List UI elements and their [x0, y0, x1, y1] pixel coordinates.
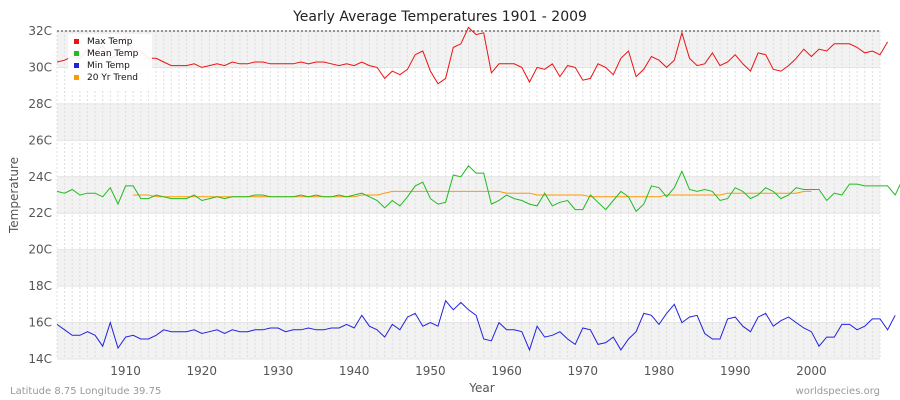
- legend-swatch: [74, 51, 79, 56]
- x-tick-label: 1960: [491, 364, 522, 378]
- y-axis-label: Temperature: [7, 157, 21, 234]
- y-tick-label: 20C: [28, 243, 52, 257]
- y-tick-label: 14C: [28, 352, 52, 366]
- plot-band: [57, 67, 880, 104]
- legend: Max Temp Mean Temp Min Temp 20 Yr Trend: [68, 34, 152, 90]
- y-tick-label: 32C: [28, 24, 52, 38]
- plot-band: [57, 140, 880, 177]
- max-temp-line: [56, 26, 889, 85]
- y-tick-label: 24C: [28, 170, 52, 184]
- footer-coordinates: Latitude 8.75 Longitude 39.75: [10, 386, 161, 397]
- x-tick-label: 2000: [796, 364, 827, 378]
- plot-band: [57, 103, 880, 141]
- legend-label: Max Temp: [87, 37, 133, 47]
- chart-title: Yearly Average Temperatures 1901 - 2009: [292, 9, 587, 25]
- legend-swatch: [74, 39, 79, 44]
- legend-box: [68, 34, 152, 90]
- x-axis-label: Year: [468, 381, 494, 395]
- y-tick-label: 30C: [28, 60, 52, 74]
- y-tick-label: 16C: [28, 316, 52, 330]
- x-tick-labels: 1910 1920 1930 1940 1950 1960 1970 1980 1990 2000: [110, 364, 826, 378]
- plot-band: [57, 31, 880, 68]
- legend-label: Min Temp: [87, 61, 130, 71]
- vertical-gridlines: [56, 31, 881, 359]
- legend-swatch: [74, 75, 79, 80]
- x-tick-label: 1910: [110, 364, 141, 378]
- x-tick-label: 1940: [339, 364, 370, 378]
- x-tick-label: 1970: [568, 364, 599, 378]
- x-tick-label: 1980: [644, 364, 675, 378]
- footer-source: worldspecies.org: [796, 386, 880, 397]
- min-temp-line: [56, 299, 896, 352]
- x-tick-label: 1930: [263, 364, 294, 378]
- x-tick-label: 1990: [720, 364, 751, 378]
- y-tick-label: 26C: [28, 133, 52, 147]
- x-tick-label: 1920: [187, 364, 218, 378]
- y-tick-labels: 14C 16C 18C 20C 22C 24C 26C 28C 30C 32C: [28, 24, 52, 366]
- y-tick-label: 28C: [28, 97, 52, 111]
- y-tick-label: 18C: [28, 279, 52, 293]
- mean-temp-line: [56, 165, 900, 213]
- y-tick-label: 22C: [28, 206, 52, 220]
- legend-label: Mean Temp: [87, 49, 139, 59]
- series-lines: [56, 26, 900, 352]
- legend-label: 20 Yr Trend: [87, 73, 138, 83]
- legend-swatch: [74, 63, 79, 68]
- x-tick-label: 1950: [415, 364, 446, 378]
